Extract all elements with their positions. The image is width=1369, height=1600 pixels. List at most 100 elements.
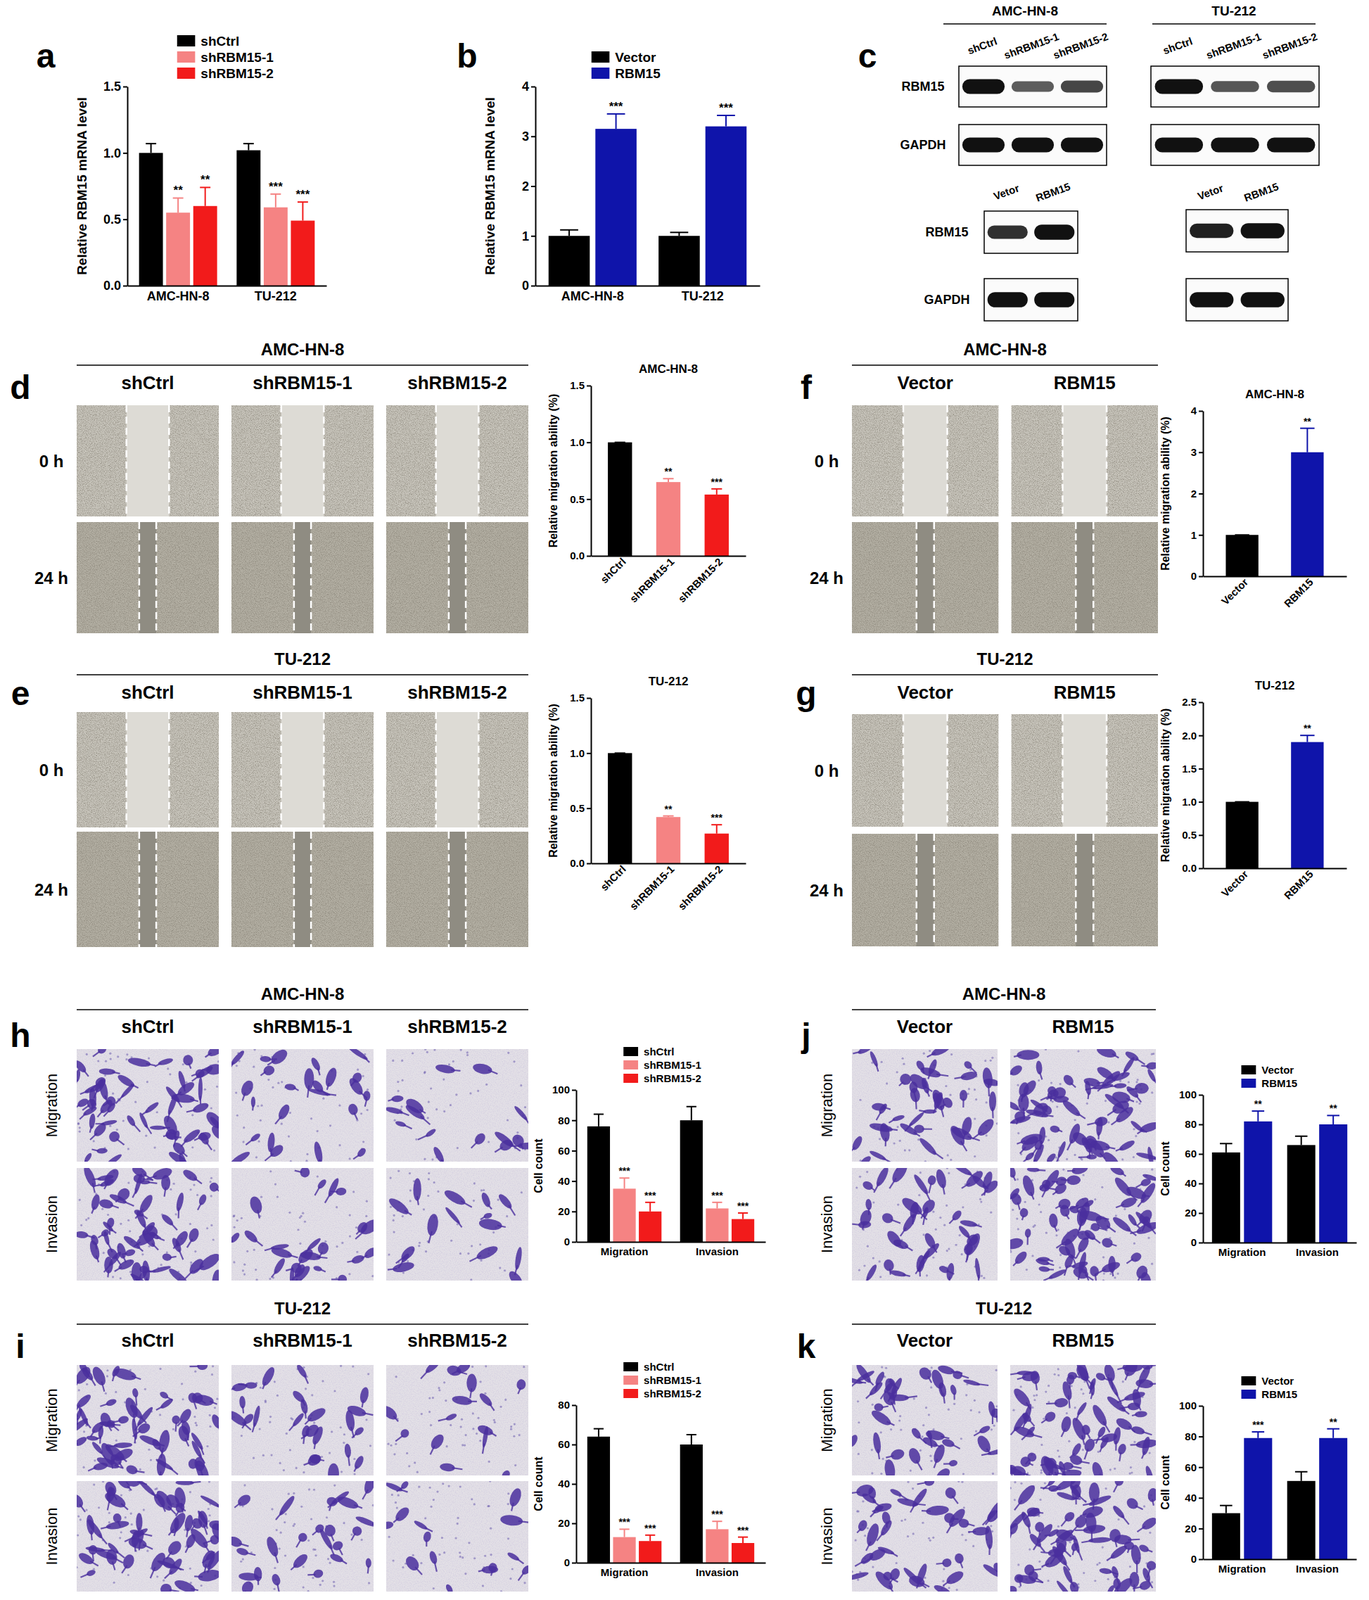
bar (587, 1436, 610, 1563)
tick-label: 60 (1184, 1147, 1197, 1160)
scratch-gap (126, 405, 170, 517)
membrane-pore (460, 1418, 463, 1421)
cell-process (254, 1238, 264, 1247)
cell-process (353, 1153, 360, 1160)
bar (607, 442, 632, 556)
cell-process (419, 1108, 426, 1113)
cell-process (517, 1387, 521, 1395)
cell-process (261, 1381, 266, 1389)
x-axis: shCtrlshRBM15-1shRBM15-2 (591, 862, 747, 912)
error-bar-stem (742, 1537, 744, 1543)
tick-mark (586, 441, 591, 444)
tick-mark (531, 285, 536, 288)
cell-process (168, 1467, 179, 1475)
row-label: 0 h (39, 451, 65, 471)
scratch-edge (1074, 833, 1078, 947)
tick-label: 0 (521, 278, 530, 293)
cell-process (241, 1092, 246, 1101)
cell-process (329, 1190, 338, 1193)
membrane-pore (196, 1193, 199, 1196)
membrane-pore (449, 1423, 452, 1426)
micrograph-background (231, 405, 374, 517)
cell-process (191, 1074, 200, 1081)
legend-swatch (623, 1375, 639, 1385)
legend-label: shRBM15-1 (200, 49, 274, 65)
error-bar (1326, 1115, 1340, 1125)
axis-title: Cell count (532, 1456, 545, 1512)
legend-swatch (1241, 1065, 1257, 1075)
error-bar (199, 187, 211, 206)
cell-process (494, 1146, 503, 1152)
annotation: *** (644, 1522, 657, 1534)
cell-process (365, 1098, 368, 1107)
membrane-pore (168, 1072, 171, 1075)
cell-body (76, 1096, 91, 1109)
tick-mark (1198, 1124, 1203, 1126)
column-header: shCtrl (121, 1015, 174, 1037)
cell-process (285, 1268, 294, 1271)
membrane-pore (144, 1134, 148, 1137)
stained-cell (514, 1378, 527, 1395)
membrane-pore (234, 1091, 238, 1094)
tick-mark (1198, 1527, 1203, 1530)
membrane-pore (92, 1139, 95, 1142)
membrane-pore (288, 1211, 291, 1214)
chart-title: AMC-HN-8 (1245, 387, 1305, 401)
error-bar-cap (1300, 427, 1315, 430)
cell-body (259, 1365, 277, 1388)
micrograph (231, 1364, 374, 1476)
stained-cell (506, 1269, 527, 1281)
cell-process (107, 1241, 113, 1253)
stained-cell (472, 1061, 499, 1077)
membrane-pore (424, 1250, 428, 1253)
micrograph (1011, 714, 1159, 827)
tick: Vector (1219, 867, 1251, 900)
chart: ******01234AMC-HN-8TU-212Relative RBM15 … (456, 37, 760, 304)
blot-band (1210, 137, 1260, 153)
bar (704, 833, 729, 864)
cell-body (472, 1061, 494, 1075)
tick-label: 60 (557, 1144, 570, 1157)
chart: **********0.00.51.01.5AMC-HN-8TU-212Rela… (36, 33, 328, 304)
stained-cell (170, 1229, 191, 1252)
micrograph (231, 1167, 374, 1281)
cell-body (127, 1055, 152, 1068)
error-bar-cap (645, 1534, 655, 1536)
bar (656, 481, 681, 556)
membrane-pore (189, 1188, 193, 1191)
tick-label: Migration (600, 1245, 649, 1258)
lane-label: RBM15 (1242, 180, 1281, 204)
cell-process (163, 1134, 169, 1137)
cell-body (88, 1112, 97, 1130)
cell-body (344, 1409, 356, 1432)
error-bar-cap (1219, 1504, 1233, 1507)
membrane-pore (111, 1092, 114, 1095)
membrane-pore (173, 1182, 176, 1185)
stained-cell (231, 1381, 248, 1393)
scratch-edge (1105, 714, 1109, 827)
annotation: *** (644, 1189, 657, 1201)
membrane-pore (369, 1444, 372, 1447)
panel-label: f (800, 368, 813, 406)
micrograph-background (76, 711, 219, 828)
membrane-pore (472, 1427, 475, 1430)
chart: **0.00.51.01.52.02.5VectorRBM15Relative … (1159, 678, 1348, 902)
tick-mark (571, 1404, 577, 1407)
stained-cell (248, 1194, 266, 1220)
tick-mark (123, 218, 128, 221)
membrane-pore (443, 1380, 446, 1384)
tick-mark (1198, 768, 1203, 770)
error-bar-stem (623, 1177, 626, 1189)
axis-title: Cell count (1159, 1141, 1172, 1196)
cell-process (293, 1087, 299, 1091)
blot-band (987, 225, 1028, 239)
cell-process (488, 1402, 496, 1411)
cell-body (352, 1454, 366, 1470)
micrograph-texture (231, 1048, 374, 1162)
membrane-pore (268, 1277, 271, 1280)
blot-membrane (1150, 66, 1320, 107)
stained-cell (431, 1145, 450, 1162)
cell-process (307, 1085, 309, 1098)
image-panel: fAMC-HN-8VectorRBM150 h24 h (800, 339, 1158, 634)
stained-cell (161, 1252, 177, 1263)
